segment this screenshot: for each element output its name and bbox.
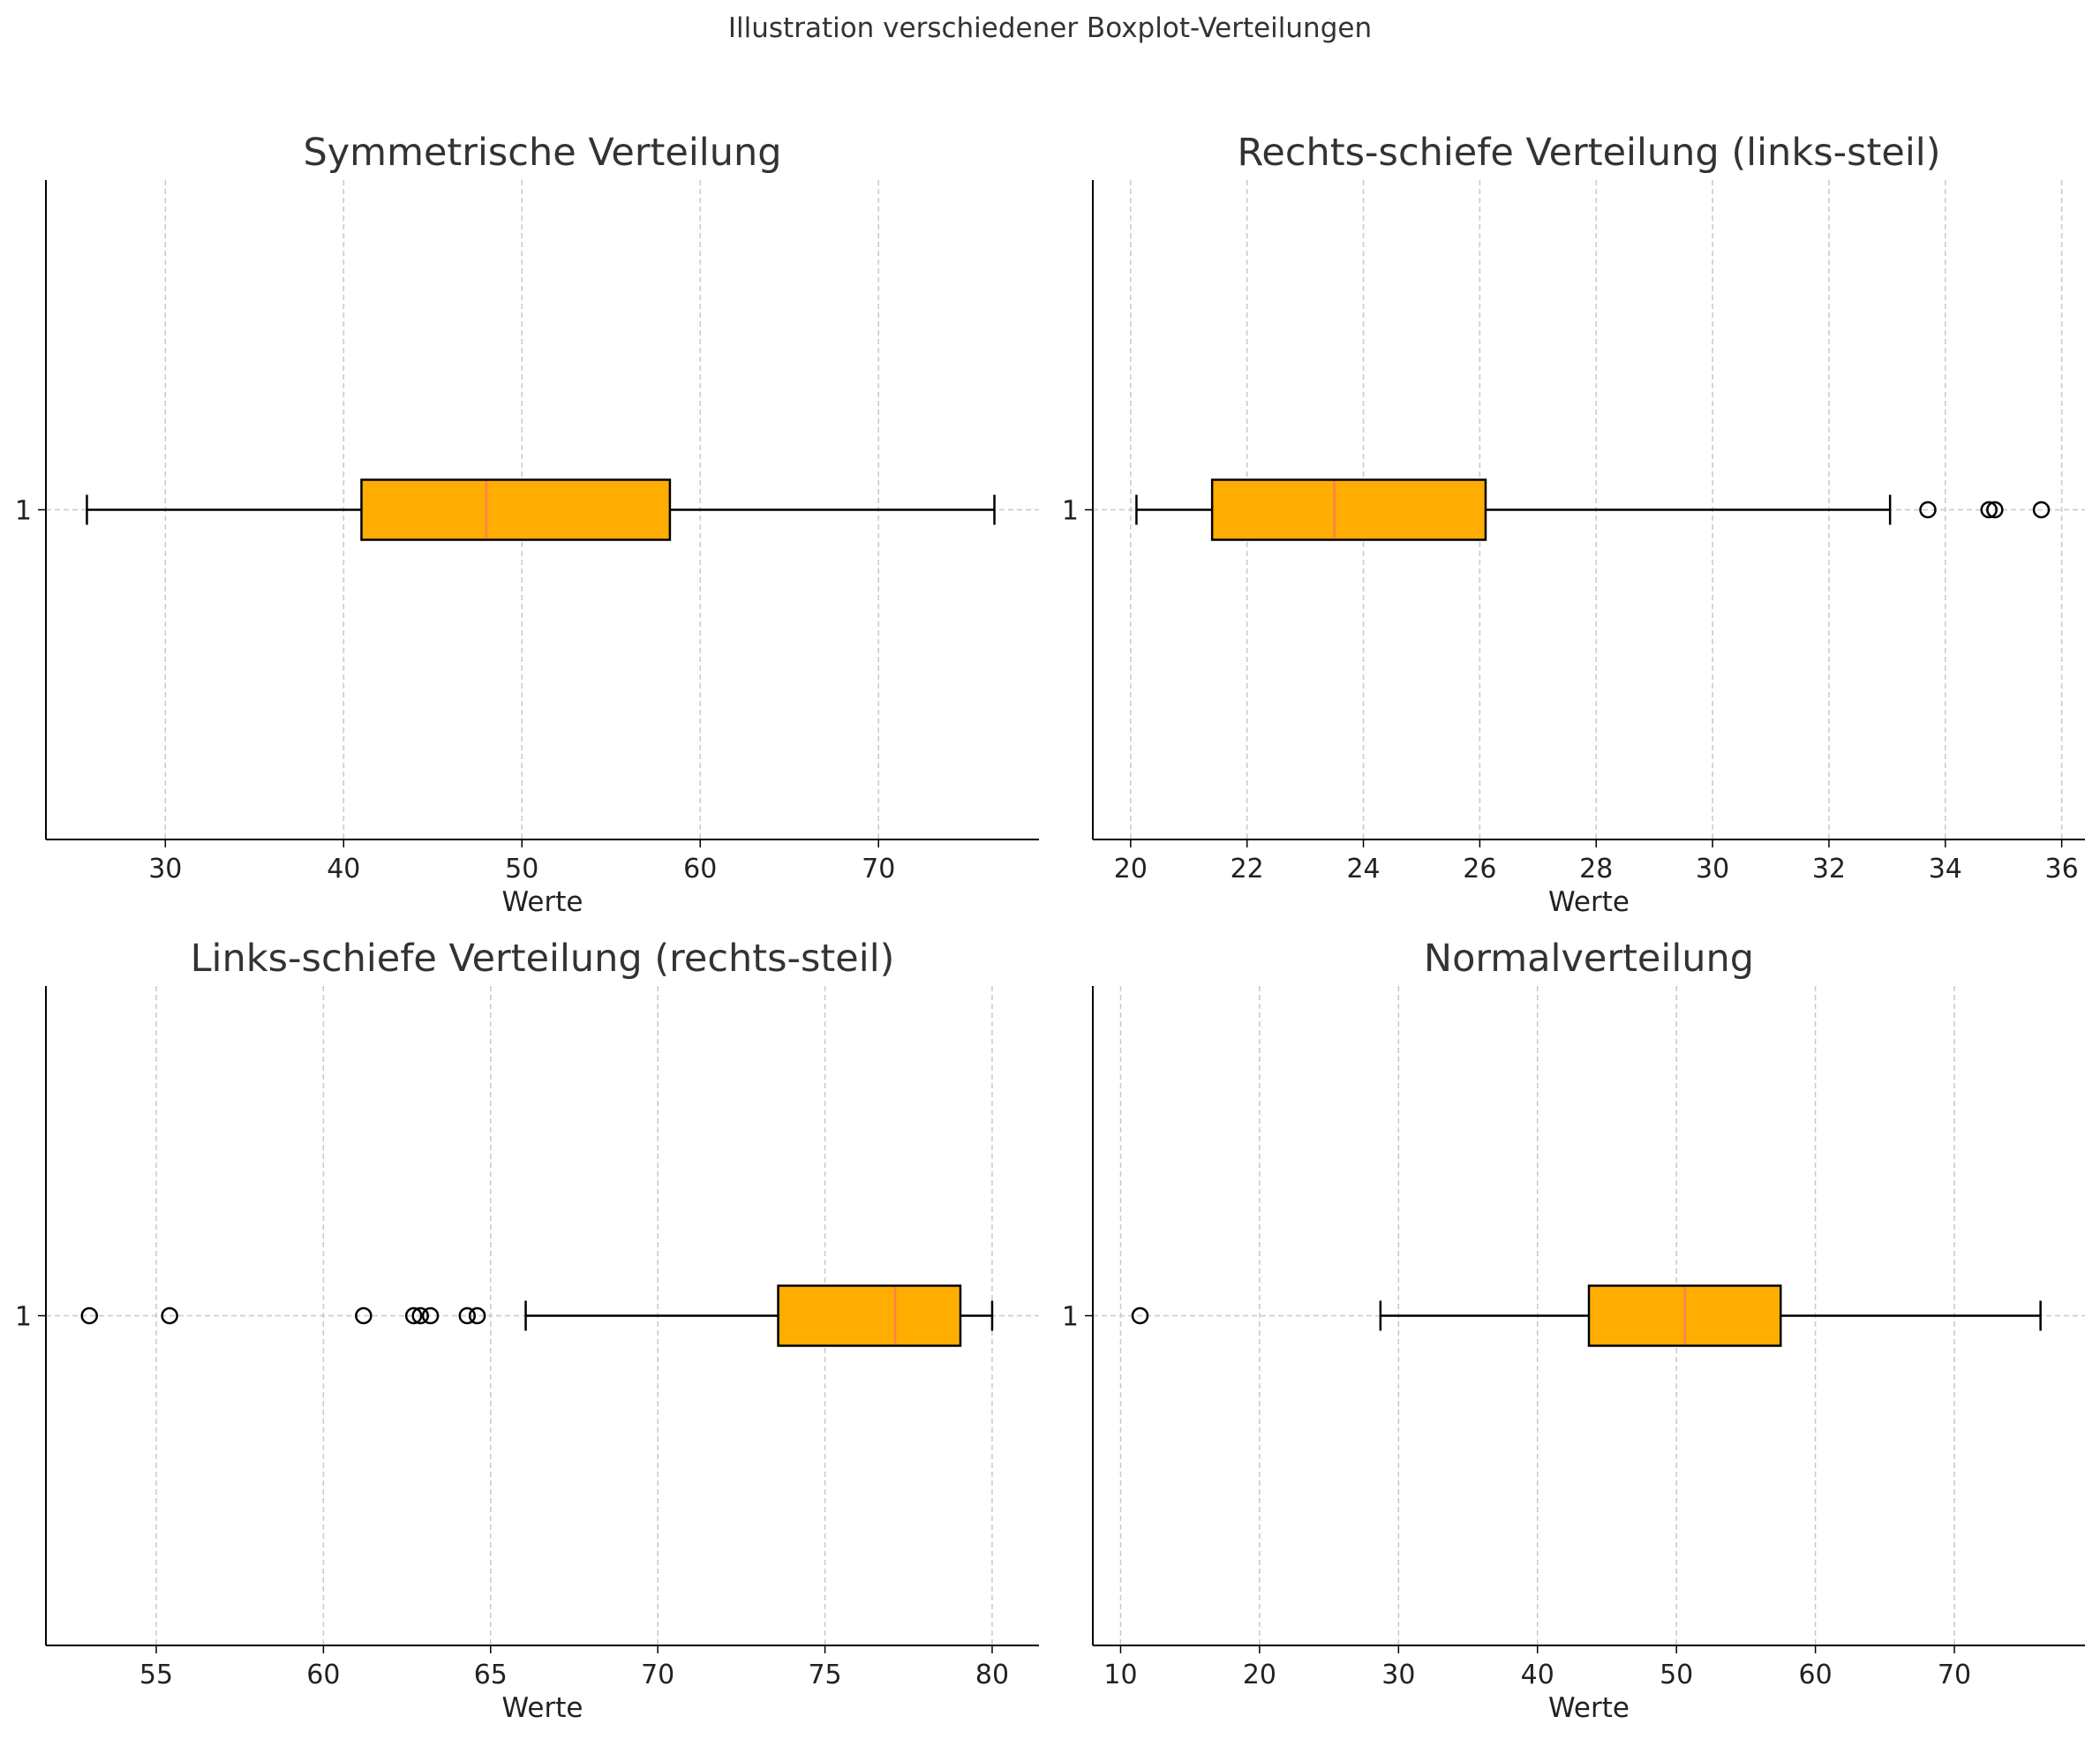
x-tick-label: 65 [474,1660,508,1690]
x-tick-label: 70 [641,1660,674,1690]
x-tick-label: 70 [1938,1660,1971,1690]
x-tick-label: 22 [1231,854,1264,885]
x-tick-label: 24 [1346,854,1380,885]
box-iqr [1210,478,1487,541]
y-tick-label: 1 [15,496,32,527]
outlier-point [458,1306,477,1325]
x-tick-label: 26 [1463,854,1496,885]
x-tick-label: 36 [2045,854,2079,885]
subplot-4: Normalverteilung 10 20 30 40 50 60 70 1 Werte [1062,937,2085,1724]
subplot-2: Rechts-schiefe Verteilung (links-steil) 2… [1062,131,2085,918]
x-tick-label: 30 [1381,1660,1415,1690]
x-tick-label: 10 [1103,1660,1137,1690]
x-tick-label: 30 [148,854,182,885]
subplot-title: Normalverteilung [1424,937,1754,981]
figure-suptitle: Illustration verschiedener Boxplot-Verte… [727,12,1373,44]
x-axis-label: Werte [502,1692,583,1724]
outlier-point [404,1306,423,1325]
subplot-title: Symmetrische Verteilung [303,131,781,175]
x-tick-label: 60 [1799,1660,1833,1690]
x-tick-label: 75 [808,1660,841,1690]
y-tick-label: 1 [1062,496,1079,527]
outlier-point [80,1306,98,1325]
x-tick-label: 20 [1243,1660,1276,1690]
subplot-title: Links-schiefe Verteilung (rechts-steil) [191,937,895,981]
x-tick-label: 32 [1812,854,1846,885]
outlier-point [1919,501,1937,519]
x-tick-label: 30 [1696,854,1729,885]
subplot-1: Symmetrische Verteilung 30 40 50 60 70 1 Werte [15,131,1039,918]
subplot-title: Rechts-schiefe Verteilung (links-steil) [1237,131,1940,175]
x-tick-label: 80 [975,1660,1009,1690]
x-tick-label: 40 [327,854,360,885]
outlier-point [161,1306,178,1325]
x-tick-label: 40 [1521,1660,1554,1690]
outlier-point [355,1306,373,1325]
outlier-point [1980,501,1998,519]
x-tick-label: 60 [683,854,717,885]
outlier-point [1131,1306,1149,1325]
box-iqr [360,478,672,541]
x-tick-label: 50 [505,854,538,885]
x-tick-label: 28 [1579,854,1613,885]
outlier-point [2032,501,2051,519]
x-tick-label: 20 [1114,854,1148,885]
x-axis-label: Werte [1548,1692,1630,1724]
x-tick-label: 50 [1660,1660,1693,1690]
box-iqr [777,1284,962,1347]
outlier-point [421,1306,440,1325]
x-tick-label: 70 [862,854,895,885]
x-tick-label: 60 [306,1660,340,1690]
x-axis-label: Werte [502,886,583,918]
subplot-3: Links-schiefe Verteilung (rechts-steil) 5… [15,937,1039,1724]
outlier-point [468,1306,486,1325]
y-tick-label: 1 [15,1302,32,1333]
x-tick-label: 55 [139,1660,173,1690]
y-tick-label: 1 [1062,1302,1079,1333]
outlier-point [411,1306,429,1325]
x-tick-label: 34 [1929,854,1962,885]
x-axis-label: Werte [1548,886,1630,918]
outlier-point [1986,501,2004,519]
